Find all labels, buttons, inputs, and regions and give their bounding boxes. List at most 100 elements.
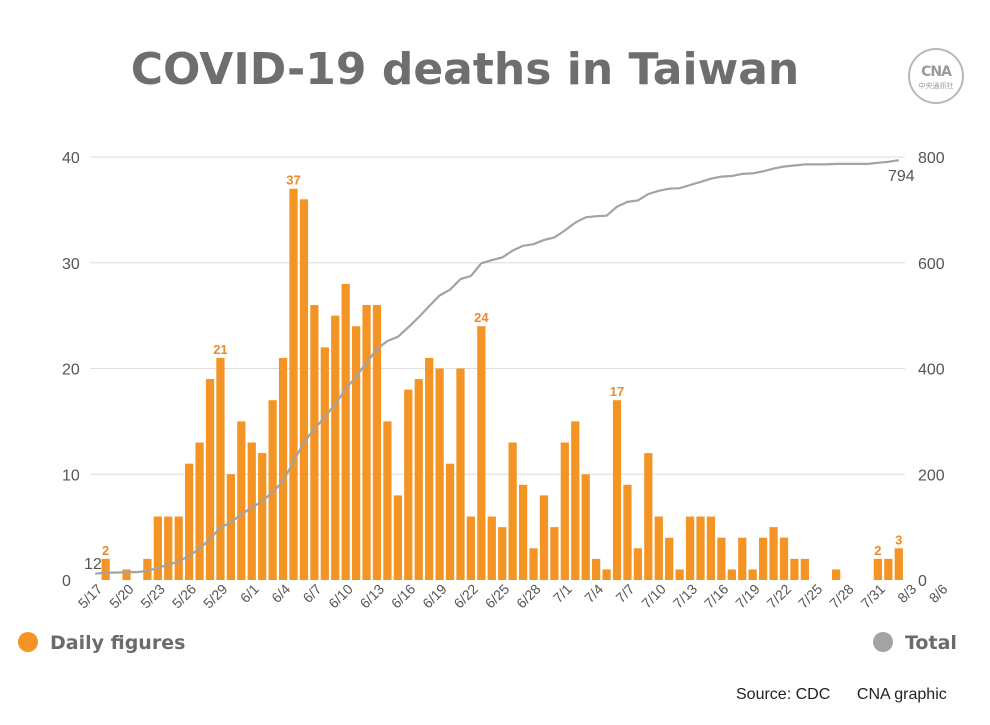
x-tick-label: 5/17 — [75, 581, 106, 612]
credit-text: CNA graphic — [856, 686, 947, 703]
daily-bar — [226, 474, 236, 580]
x-tick-label: 7/31 — [857, 581, 888, 612]
x-tick-label: 6/25 — [482, 581, 513, 612]
daily-bar — [205, 379, 215, 580]
left-tick-label: 40 — [62, 150, 80, 167]
x-tick-label: 7/7 — [612, 581, 637, 606]
daily-bar — [247, 442, 256, 580]
daily-bar — [800, 558, 809, 580]
daily-bar — [414, 379, 423, 580]
daily-bar — [174, 516, 183, 580]
x-tick-label: 6/28 — [513, 581, 544, 612]
daily-bar — [466, 516, 476, 580]
x-tick-label: 6/13 — [357, 581, 388, 612]
chart-title: COVID-19 deaths in Taiwan — [130, 44, 800, 95]
daily-bar — [706, 516, 716, 580]
daily-bar — [487, 516, 496, 580]
daily-bar — [560, 442, 569, 580]
daily-bar — [216, 357, 225, 580]
daily-bar — [299, 199, 309, 581]
daily-bar — [790, 558, 799, 580]
daily-bar — [404, 389, 413, 580]
bar-value-label: 2 — [102, 543, 109, 558]
x-tick-label: 6/7 — [299, 581, 324, 606]
logo-subtitle: 中央通訊社 — [918, 83, 954, 90]
daily-bar — [289, 188, 298, 580]
daily-bar — [195, 442, 204, 580]
daily-bar — [612, 400, 622, 580]
daily-bar — [581, 474, 590, 580]
x-tick-label: 7/10 — [638, 581, 669, 612]
total-end-label: 794 — [888, 168, 915, 185]
daily-bar — [383, 421, 392, 580]
daily-bar — [675, 569, 684, 580]
x-tick-label: 6/19 — [419, 581, 450, 612]
daily-bar — [602, 569, 611, 580]
daily-bar — [832, 569, 841, 580]
source-line: Source: CDC CNA graphic — [736, 686, 947, 704]
x-tick-label: 7/4 — [581, 581, 606, 606]
left-tick-label: 30 — [62, 256, 80, 273]
gridlines — [90, 156, 905, 475]
daily-bar — [592, 558, 601, 580]
right-tick-label: 800 — [918, 150, 945, 167]
daily-bar — [717, 537, 726, 580]
bar-value-label: 2 — [874, 543, 881, 558]
daily-bar — [748, 569, 757, 580]
daily-bar — [508, 442, 517, 580]
daily-bars — [101, 188, 903, 581]
daily-bar — [310, 305, 319, 580]
daily-bar — [331, 315, 340, 580]
x-tick-label: 7/28 — [826, 581, 857, 612]
x-tick-label: 7/25 — [795, 581, 826, 612]
daily-bar — [372, 305, 382, 580]
logo-mark: CNA — [921, 64, 952, 80]
x-tick-label: 6/10 — [325, 581, 356, 612]
total-start-label: 12 — [84, 556, 102, 573]
daily-bar — [498, 527, 507, 580]
daily-bar — [727, 569, 736, 580]
x-tick-label: 5/26 — [169, 581, 200, 612]
daily-bar — [143, 558, 152, 580]
daily-bar — [258, 453, 267, 580]
daily-bar — [445, 463, 455, 580]
daily-bar — [268, 400, 277, 580]
daily-bar — [738, 537, 747, 580]
x-tick-label: 5/20 — [106, 581, 137, 612]
circle-icon — [18, 632, 38, 652]
daily-bar — [351, 326, 361, 580]
daily-bar — [758, 537, 768, 580]
daily-bar — [101, 558, 110, 580]
bar-value-label: 17 — [610, 384, 624, 399]
daily-bar — [550, 527, 559, 580]
daily-bar — [362, 305, 371, 580]
right-tick-label: 0 — [918, 573, 927, 590]
legend-daily: Daily figures — [18, 632, 185, 654]
x-tick-label: 7/13 — [670, 581, 701, 612]
daily-bar — [539, 495, 549, 580]
daily-bar — [185, 463, 194, 580]
cna-logo: CNA 中央通訊社 — [908, 48, 964, 104]
legend-total-label: Total — [905, 632, 957, 654]
x-tick-label: 7/19 — [732, 581, 763, 612]
daily-bar — [164, 516, 173, 580]
bar-value-label: 3 — [895, 532, 902, 547]
x-tick-label: 7/22 — [764, 581, 795, 612]
daily-bar — [320, 347, 329, 580]
x-tick-label: 6/16 — [388, 581, 419, 612]
x-tick-label: 6/4 — [268, 581, 293, 606]
daily-bar — [623, 484, 632, 580]
bar-value-label: 24 — [474, 310, 489, 325]
daily-bar — [894, 548, 903, 580]
legend-daily-label: Daily figures — [50, 632, 186, 654]
daily-bar — [122, 569, 131, 580]
daily-bar — [393, 495, 402, 580]
daily-bar — [425, 357, 434, 580]
x-tick-label: 5/29 — [200, 581, 231, 612]
daily-bar — [435, 368, 444, 580]
daily-bar — [633, 548, 643, 580]
left-tick-label: 0 — [62, 573, 71, 590]
bar-value-label: 37 — [286, 173, 300, 188]
